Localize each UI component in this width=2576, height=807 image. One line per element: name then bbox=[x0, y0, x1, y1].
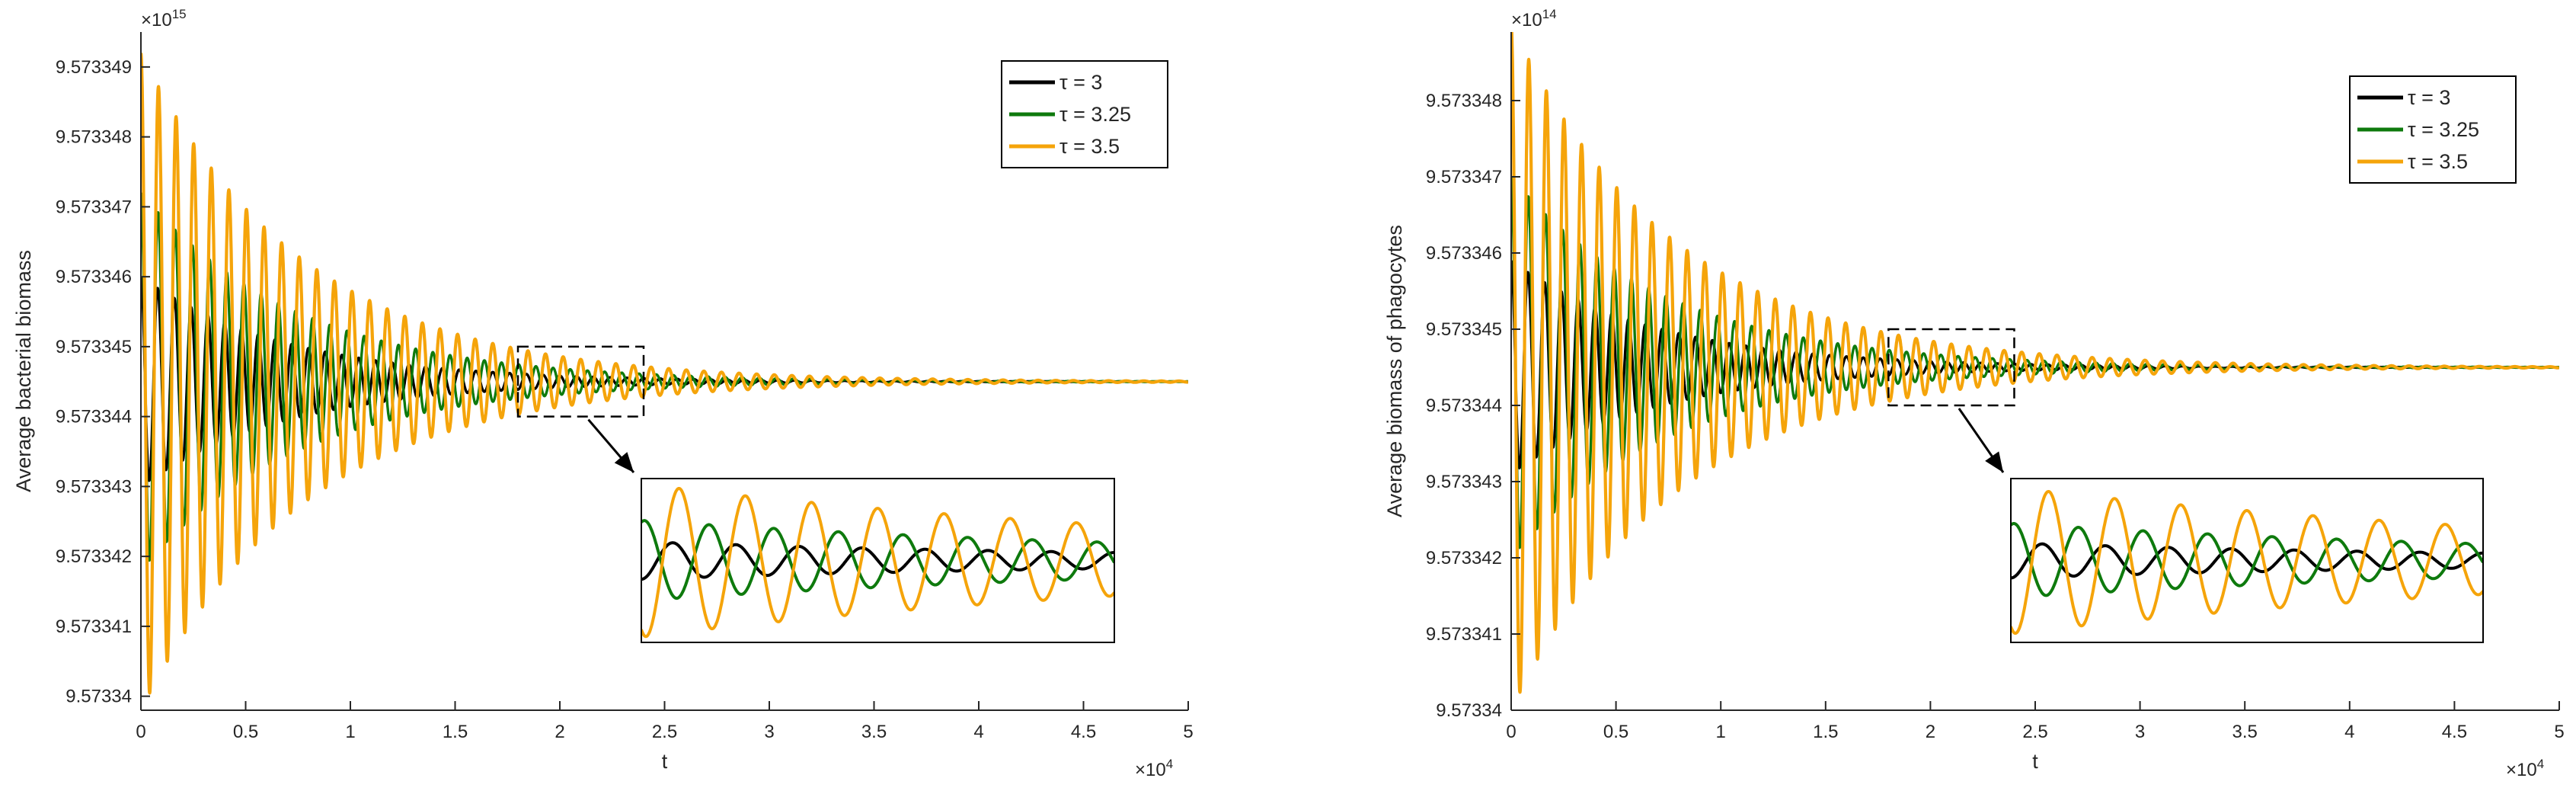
inset-series-line-tau-3-25 bbox=[2012, 522, 2482, 597]
series-line-tau-3-5 bbox=[141, 53, 1188, 695]
x-tick-label: 3 bbox=[764, 722, 774, 742]
x-exponent: 4 bbox=[1166, 757, 1173, 771]
y-tick-label: 9.573342 bbox=[1426, 548, 1502, 568]
x-tick-label: 3.5 bbox=[2232, 722, 2258, 742]
x-tick-label: 5 bbox=[2554, 722, 2564, 742]
panel-phagocyte-biomass: 0 0.5 1 1.5 2 2.5 3 3.5 4 4.5 5 9.57334 9.573341 9.57… bbox=[1383, 7, 2565, 780]
y-tick-label: 9.573348 bbox=[1426, 91, 1502, 111]
legend-label-tau-3-25: τ = 3.25 bbox=[1059, 103, 1131, 126]
y-tick-label: 9.573343 bbox=[1426, 472, 1502, 492]
x-exponent-label: ×104 bbox=[2506, 757, 2544, 780]
inset-series-line-tau-3-5 bbox=[642, 487, 1114, 639]
x-tick-label: 0 bbox=[136, 722, 145, 742]
legend-label-tau-3: τ = 3 bbox=[2408, 86, 2450, 109]
x-tick-label: 0 bbox=[1506, 722, 1516, 742]
x-tick-label: 2.5 bbox=[652, 722, 677, 742]
y-tick-label: 9.573347 bbox=[56, 197, 132, 217]
zoom-arrow-head bbox=[614, 452, 634, 472]
x-tick-label: 4 bbox=[973, 722, 983, 742]
inset-series-line-tau-3-5 bbox=[2012, 490, 2482, 635]
series-group bbox=[1511, 32, 2559, 694]
x-tick-label: 2 bbox=[1926, 722, 1935, 742]
y-tick-label: 9.573347 bbox=[1426, 167, 1502, 187]
y-axis-label: Average biomass of phagocytes bbox=[1383, 225, 1406, 517]
x-tick-label: 2 bbox=[555, 722, 564, 742]
x-tick-label: 4.5 bbox=[1071, 722, 1096, 742]
x-tick-label: 1.5 bbox=[1813, 722, 1838, 742]
x-tick-label: 3.5 bbox=[861, 722, 887, 742]
y-tick-label: 9.573344 bbox=[1426, 395, 1502, 416]
y-tick-label: 9.573345 bbox=[56, 337, 132, 357]
y-exponent: 15 bbox=[172, 7, 187, 21]
y-tick-label: 9.573346 bbox=[1426, 243, 1502, 264]
y-axis-label: Average bacterial biomass bbox=[12, 250, 35, 492]
x-tick-label: 5 bbox=[1183, 722, 1193, 742]
inset-series-line-tau-3-25 bbox=[642, 519, 1114, 600]
legend-label-tau-3: τ = 3 bbox=[1059, 71, 1102, 94]
y-tick-label: 9.573344 bbox=[56, 407, 132, 428]
legend-label-tau-3-25: τ = 3.25 bbox=[2408, 118, 2479, 141]
inset-series-line-tau-3 bbox=[642, 541, 1114, 581]
zoom-arrow-head bbox=[1985, 451, 2003, 472]
x-exponent-label: ×104 bbox=[1135, 757, 1173, 780]
inset-series-line-tau-3 bbox=[2012, 542, 2482, 580]
x-tick-label: 1 bbox=[345, 722, 355, 742]
x-exponent: 4 bbox=[2537, 757, 2544, 771]
y-tick-label: 9.57334 bbox=[66, 687, 132, 707]
y-exponent: 14 bbox=[1542, 7, 1557, 21]
x-tick-label: 3 bbox=[2135, 722, 2145, 742]
y-tick-label: 9.573346 bbox=[56, 267, 132, 287]
y-tick-label: 9.573343 bbox=[56, 476, 132, 497]
y-tick-label: 9.573349 bbox=[56, 57, 132, 78]
inset-series-group bbox=[642, 487, 1114, 639]
x-tick-label: 0.5 bbox=[233, 722, 258, 742]
zoom-region-box bbox=[516, 345, 645, 418]
x-tick-label: 4.5 bbox=[2442, 722, 2467, 742]
x-axis-label: t bbox=[2032, 750, 2038, 773]
inset-series-group bbox=[2012, 490, 2482, 635]
y-tick-label: 9.573341 bbox=[1426, 624, 1502, 645]
x-tick-label: 2.5 bbox=[2022, 722, 2047, 742]
y-exponent-label: ×1014 bbox=[1511, 7, 1557, 30]
y-tick-label: 9.57334 bbox=[1436, 700, 1502, 721]
series-line-tau-3-5 bbox=[1511, 32, 2559, 694]
y-tick-label: 9.573345 bbox=[1426, 319, 1502, 340]
x-tick-label: 1 bbox=[1716, 722, 1726, 742]
y-tick-label: 9.573341 bbox=[56, 616, 132, 637]
y-tick-label: 9.573348 bbox=[56, 127, 132, 148]
x-tick-label: 0.5 bbox=[1603, 722, 1628, 742]
legend-label-tau-3-5: τ = 3.5 bbox=[1059, 135, 1120, 158]
y-tick-label: 9.573342 bbox=[56, 546, 132, 567]
x-axis-label: t bbox=[662, 750, 668, 773]
legend-label-tau-3-5: τ = 3.5 bbox=[2408, 150, 2468, 173]
y-exponent-label: ×1015 bbox=[141, 7, 187, 30]
x-tick-label: 1.5 bbox=[443, 722, 468, 742]
x-tick-label: 4 bbox=[2344, 722, 2354, 742]
series-group bbox=[141, 53, 1188, 695]
panel-bacterial-biomass: 0 0.5 1 1.5 2 2.5 3 3.5 4 4.5 5 9.57334 9.573341 9.57… bbox=[12, 7, 1194, 780]
